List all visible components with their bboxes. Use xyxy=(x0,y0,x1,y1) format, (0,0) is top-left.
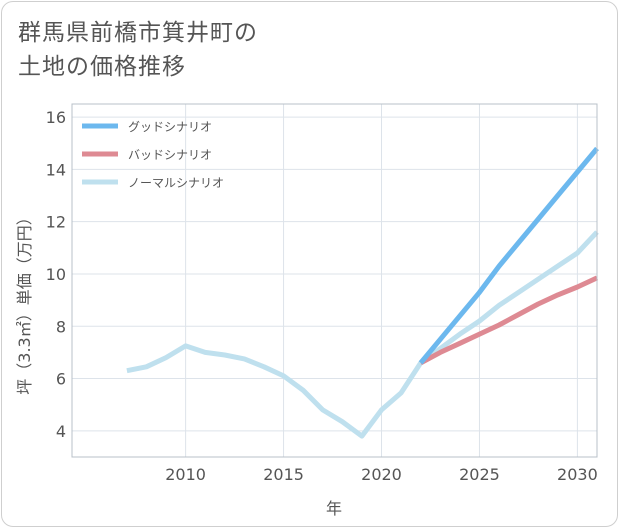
chart-title-line-1: 群馬県前橋市箕井町の xyxy=(18,20,258,46)
legend-label-1: バッドシナリオ xyxy=(128,148,212,162)
x-axis-ticks: 2010 2015 2020 2025 2030 xyxy=(165,465,598,484)
y-tick-label: 8 xyxy=(56,317,66,336)
x-tick-label: 2015 xyxy=(263,465,304,484)
series-lines xyxy=(126,146,599,439)
legend-label-0: グッドシナリオ xyxy=(128,120,212,134)
chart-title-line-2: 土地の価格推移 xyxy=(18,54,186,80)
x-tick-label: 2020 xyxy=(361,465,402,484)
y-tick-label: 14 xyxy=(46,160,66,179)
x-tick-label: 2030 xyxy=(557,465,598,484)
plot-frame xyxy=(71,103,598,458)
chart-title: 群馬県前橋市箕井町の 土地の価格推移 xyxy=(18,16,258,84)
series-line-1 xyxy=(419,275,599,366)
y-tick-label: 10 xyxy=(46,265,66,284)
legend-label-2: ノーマルシナリオ xyxy=(128,176,224,190)
x-tick-label: 2010 xyxy=(165,465,206,484)
y-tick-label: 12 xyxy=(46,213,66,232)
plot-border xyxy=(71,103,598,458)
y-tick-label: 4 xyxy=(56,422,66,441)
x-tick-label: 2025 xyxy=(459,465,500,484)
series-line-0 xyxy=(418,146,599,365)
y-axis-title: 坪（3.3㎡）単価（万円） xyxy=(15,209,34,394)
x-axis-title: 年 xyxy=(326,499,342,518)
y-axis-ticks: 4 6 8 10 12 14 16 xyxy=(46,108,66,441)
y-tick-label: 16 xyxy=(46,108,66,127)
series-line-2 xyxy=(126,230,599,439)
y-tick-label: 6 xyxy=(56,370,66,389)
grid-lines xyxy=(72,104,597,457)
